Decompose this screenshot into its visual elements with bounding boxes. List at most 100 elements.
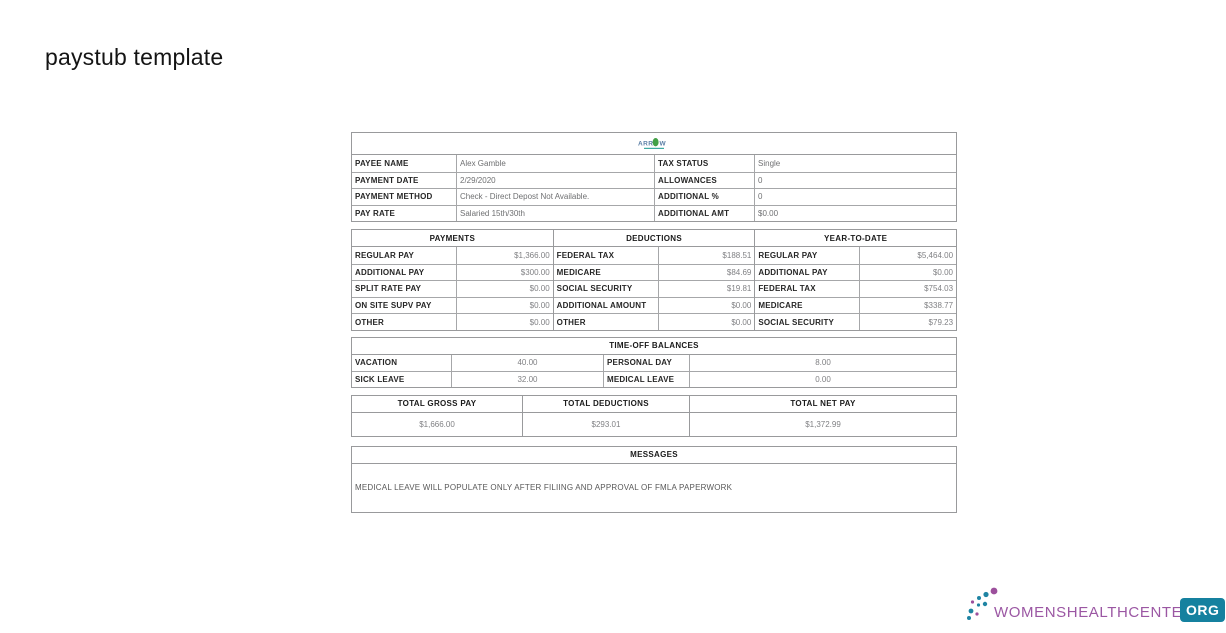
- row-amount: $0.00: [657, 297, 755, 314]
- field-label: TAX STATUS: [654, 155, 754, 172]
- table-row: REGULAR PAY $1,366.00: [352, 247, 553, 264]
- row-amount: $19.81: [657, 281, 755, 297]
- field-value: Check - Direct Depost Not Available.: [456, 189, 654, 205]
- svg-text:ARR: ARR: [638, 141, 653, 148]
- field-label: PAYMENT METHOD: [355, 192, 433, 202]
- field-label: PAYEE NAME: [355, 158, 409, 168]
- page-title: paystub template: [45, 44, 224, 70]
- row-amount: $5,464.00: [859, 247, 956, 264]
- table-row: VACATION 40.00 PERSONAL DAY 8.00: [352, 354, 956, 371]
- payee-info-row: PAYEE NAME Alex Gamble TAX STATUS Single: [352, 155, 956, 172]
- brand-name: WOMENSHEALTHCENTER.: [994, 604, 1199, 621]
- field-label: ADDITIONAL AMT: [654, 205, 754, 221]
- section-header: MESSAGES: [352, 447, 956, 464]
- field-value: Salaried 15th/30th: [456, 205, 654, 221]
- row-label: SICK LEAVE: [355, 374, 405, 384]
- total-header: TOTAL GROSS PAY: [352, 396, 522, 413]
- total-value: $1,666.00: [419, 419, 455, 429]
- payee-info-row: PAYMENT DATE 2/29/2020 ALLOWANCES 0: [352, 171, 956, 188]
- table-row: SICK LEAVE 32.00 MEDICAL LEAVE 0.00: [352, 370, 956, 387]
- deductions-column: DEDUCTIONS FEDERAL TAX $188.51 MEDICARE …: [552, 230, 755, 330]
- row-label: ADDITIONAL AMOUNT: [556, 301, 647, 311]
- table-row: SOCIAL SECURITY $19.81: [553, 280, 755, 297]
- row-label: OTHER: [556, 317, 586, 327]
- field-label: PAYMENT DATE: [355, 175, 419, 185]
- section-header: TIME-OFF BALANCES: [352, 338, 956, 355]
- row-value: 40.00: [451, 354, 603, 371]
- field-value: Alex Gamble: [456, 155, 654, 172]
- total-net-pay-column: TOTAL NET PAY $1,372.99: [689, 395, 956, 436]
- row-amount: $0.00: [456, 297, 553, 314]
- section-header: PAYMENTS: [352, 230, 553, 247]
- table-row: FEDERAL TAX $188.51: [554, 247, 755, 264]
- field-label: ADDITIONAL %: [654, 189, 754, 205]
- row-amount: $300.00: [456, 264, 553, 281]
- row-amount: $754.03: [859, 281, 956, 297]
- total-value: $293.01: [591, 419, 621, 429]
- dots-swirl-icon: [967, 587, 998, 620]
- brand-tld-badge: ORG: [1180, 598, 1226, 622]
- row-label: REGULAR PAY: [355, 250, 415, 260]
- row-amount: $338.77: [859, 297, 956, 314]
- message-text: MEDICAL LEAVE WILL POPULATE ONLY AFTER F…: [355, 483, 733, 493]
- row-value: 32.00: [451, 371, 603, 387]
- table-row: SPLIT RATE PAY $0.00: [352, 280, 553, 297]
- table-row: ADDITIONAL PAY $300.00: [352, 263, 553, 281]
- field-label: ALLOWANCES: [654, 172, 754, 188]
- payments-column: PAYMENTS REGULAR PAY $1,366.00 ADDITIONA…: [352, 230, 553, 330]
- total-header: TOTAL DEDUCTIONS: [523, 396, 689, 413]
- payee-info-row: PAY RATE Salaried 15th/30th ADDITIONAL A…: [352, 204, 956, 221]
- section-header: YEAR-TO-DATE: [755, 230, 957, 247]
- row-label: SPLIT RATE PAY: [355, 284, 422, 294]
- field-value: $0.00: [754, 205, 956, 221]
- row-label: SOCIAL SECURITY: [556, 284, 633, 294]
- table-row: ADDITIONAL AMOUNT $0.00: [553, 296, 755, 314]
- table-row: REGULAR PAY $5,464.00: [755, 247, 956, 264]
- payee-info-row: PAYMENT METHOD Check - Direct Depost Not…: [352, 188, 956, 205]
- row-label: FEDERAL TAX: [758, 284, 816, 294]
- row-amount: $0.00: [456, 314, 553, 330]
- row-label: MEDICARE: [758, 301, 803, 311]
- row-label: MEDICARE: [556, 267, 601, 277]
- row-amount: $84.69: [657, 264, 755, 281]
- earnings-breakdown-section: PAYMENTS REGULAR PAY $1,366.00 ADDITIONA…: [351, 229, 957, 331]
- footer-brand-logo: WOMENSHEALTHCENTER. ORG: [963, 583, 1226, 628]
- row-amount: $1,366.00: [456, 247, 553, 264]
- row-label: VACATION: [355, 358, 398, 368]
- year-to-date-column: YEAR-TO-DATE REGULAR PAY $5,464.00 ADDIT…: [754, 230, 957, 330]
- row-label: MEDICAL LEAVE: [603, 371, 689, 387]
- payee-info-section: ARR W PAYEE NAME Alex Gamble TAX STATUS …: [351, 132, 957, 222]
- row-amount: $0.00: [657, 314, 755, 330]
- row-value: 0.00: [689, 371, 956, 387]
- row-amount: $79.23: [859, 314, 956, 330]
- total-header: TOTAL NET PAY: [690, 396, 956, 413]
- total-value: $1,372.99: [805, 419, 841, 429]
- row-label: ADDITIONAL PAY: [355, 267, 425, 277]
- total-gross-pay-column: TOTAL GROSS PAY $1,666.00: [352, 396, 522, 436]
- field-value: 2/29/2020: [456, 172, 654, 188]
- table-row: OTHER $0.00: [553, 313, 755, 330]
- company-logo: ARR W: [352, 133, 956, 155]
- table-row: OTHER $0.00: [352, 313, 553, 330]
- table-row: ADDITIONAL PAY $0.00: [755, 263, 957, 281]
- svg-text:W: W: [660, 141, 667, 148]
- row-value: 8.00: [689, 354, 956, 371]
- table-row: SOCIAL SECURITY $79.23: [755, 313, 957, 330]
- time-off-section: TIME-OFF BALANCES VACATION 40.00 PERSONA…: [351, 336, 957, 388]
- section-header: DEDUCTIONS: [553, 230, 755, 247]
- table-row: MEDICARE $84.69: [553, 263, 755, 281]
- row-label: OTHER: [355, 317, 384, 327]
- table-row: MEDICARE $338.77: [755, 296, 957, 314]
- row-label: SOCIAL SECURITY: [758, 317, 835, 327]
- field-label: PAY RATE: [355, 208, 395, 218]
- total-deductions-column: TOTAL DEDUCTIONS $293.01: [522, 395, 689, 436]
- row-label: FEDERAL TAX: [556, 250, 615, 260]
- paystub-document: ARR W PAYEE NAME Alex Gamble TAX STATUS …: [351, 132, 957, 513]
- totals-section: TOTAL GROSS PAY $1,666.00 TOTAL DEDUCTIO…: [351, 394, 957, 437]
- row-amount: $0.00: [859, 264, 956, 281]
- row-amount: $0.00: [456, 281, 553, 297]
- table-row: FEDERAL TAX $754.03: [755, 280, 957, 297]
- arrow-logo-icon: ARR W: [638, 138, 667, 149]
- field-value: Single: [754, 155, 956, 172]
